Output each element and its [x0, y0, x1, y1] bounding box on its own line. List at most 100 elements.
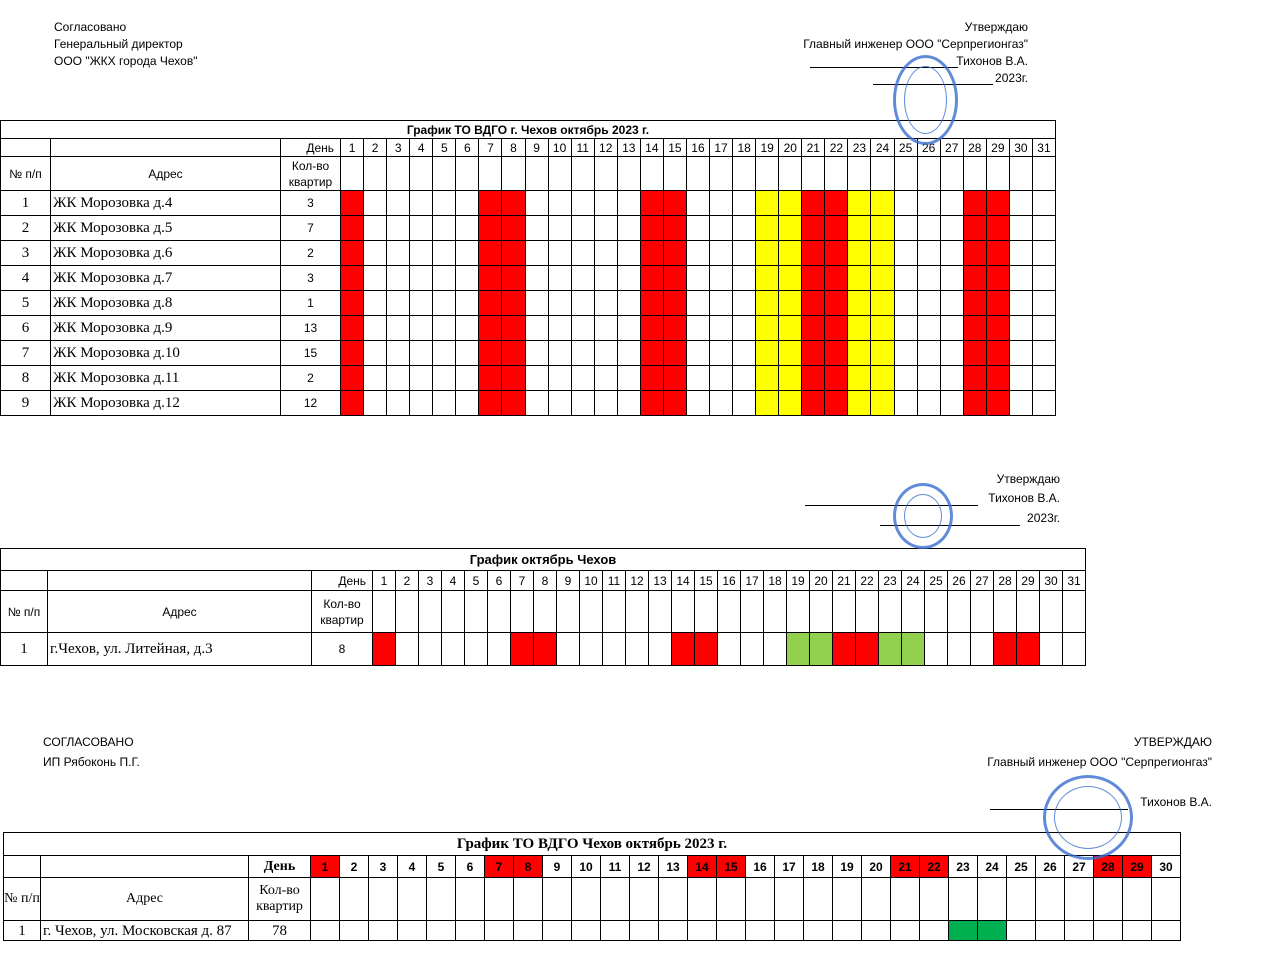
scheduled-day: [340, 290, 365, 316]
scheduled-day: [801, 265, 826, 291]
day-number: 10: [547, 138, 572, 157]
empty-cell: [513, 877, 543, 921]
day-number: 30: [1151, 855, 1181, 878]
approval-text: Тихонов В.А.: [988, 491, 1060, 505]
empty-cell: [916, 215, 941, 241]
empty-cell: [893, 215, 918, 241]
empty-cell: [386, 240, 411, 266]
empty-cell: [832, 590, 856, 633]
column-header: Кол-во квартир: [280, 156, 341, 191]
day-number: 26: [947, 570, 971, 591]
empty-cell: [386, 290, 411, 316]
empty-cell: [524, 265, 549, 291]
scheduled-day: [801, 240, 826, 266]
empty-cell: [847, 156, 872, 191]
empty-cell: [685, 190, 711, 216]
scheduled-day: [639, 365, 664, 391]
empty-cell: [570, 265, 595, 291]
day-number: 1: [310, 855, 340, 878]
empty-cell: [409, 240, 434, 266]
empty-cell: [602, 590, 626, 633]
scheduled-day: [662, 290, 687, 316]
empty-cell: [939, 215, 964, 241]
day-number: 6: [455, 138, 480, 157]
empty-cell: [547, 156, 572, 191]
scheduled-day: [985, 315, 1010, 341]
day-number: 9: [556, 570, 580, 591]
day-number: 3: [418, 570, 442, 591]
scheduled-day: [694, 632, 718, 666]
scheduled-day: [778, 240, 803, 266]
empty-cell: [970, 632, 994, 666]
scheduled-day: [639, 240, 664, 266]
empty-cell: [524, 290, 549, 316]
empty-cell: [363, 340, 388, 366]
day-number: 27: [970, 570, 994, 591]
empty-cell: [600, 877, 630, 921]
empty-cell: [593, 315, 618, 341]
empty-cell: [616, 365, 641, 391]
scheduled-day: [510, 632, 534, 666]
scheduled-day: [824, 240, 849, 266]
day-number: 15: [694, 570, 718, 591]
empty-cell: [1031, 390, 1056, 416]
empty-cell: [1008, 390, 1033, 416]
day-number: 24: [977, 855, 1007, 878]
day-number: 13: [616, 138, 641, 157]
day-number: 6: [455, 855, 485, 878]
day-number: 22: [824, 138, 849, 157]
scheduled-day: [671, 632, 695, 666]
empty-cell: [310, 877, 340, 921]
scheduled-day: [478, 290, 503, 316]
day-number: 28: [1093, 855, 1123, 878]
empty-cell: [709, 365, 734, 391]
empty-cell: [745, 920, 775, 941]
empty-cell: [432, 265, 457, 291]
empty-cell: [542, 877, 572, 921]
empty-cell: [685, 340, 711, 366]
scheduled-day: [962, 340, 987, 366]
scheduled-day: [755, 240, 780, 266]
scheduled-day: [478, 390, 503, 416]
scheduled-day: [501, 315, 526, 341]
empty-cell: [648, 590, 672, 633]
empty-cell: [616, 390, 641, 416]
scheduled-day: [962, 215, 987, 241]
empty-cell: [901, 590, 925, 633]
day-number: 17: [774, 855, 804, 878]
stamp: [893, 483, 953, 549]
empty-cell: [685, 315, 711, 341]
empty-cell: [890, 920, 920, 941]
approval-text: Тихонов В.А.: [1140, 795, 1212, 809]
empty-cell: [1122, 877, 1152, 921]
scheduled-day: [755, 340, 780, 366]
apartment-count: 8: [311, 632, 373, 666]
empty-cell: [924, 590, 948, 633]
scheduled-day: [824, 390, 849, 416]
empty-cell: [547, 190, 572, 216]
empty-cell: [524, 365, 549, 391]
address: ЖК Морозовка д.9: [50, 315, 281, 341]
approval-text: 2023г.: [995, 71, 1028, 85]
day-number: 9: [542, 855, 572, 878]
empty-cell: [418, 632, 442, 666]
day-number: 16: [745, 855, 775, 878]
empty-cell: [1008, 315, 1033, 341]
scheduled-day: [901, 632, 925, 666]
empty-cell: [409, 190, 434, 216]
empty-cell: [533, 590, 557, 633]
scheduled-day: [778, 215, 803, 241]
empty-cell: [593, 240, 618, 266]
empty-cell: [616, 265, 641, 291]
empty-cell: [455, 240, 480, 266]
empty-cell: [947, 590, 971, 633]
empty-cell: [893, 265, 918, 291]
scheduled-day: [372, 632, 396, 666]
empty-cell: [386, 215, 411, 241]
scheduled-day: [478, 240, 503, 266]
empty-cell: [939, 240, 964, 266]
empty-cell: [948, 877, 978, 921]
empty-cell: [924, 632, 948, 666]
scheduled-day: [1016, 632, 1040, 666]
empty-cell: [455, 365, 480, 391]
